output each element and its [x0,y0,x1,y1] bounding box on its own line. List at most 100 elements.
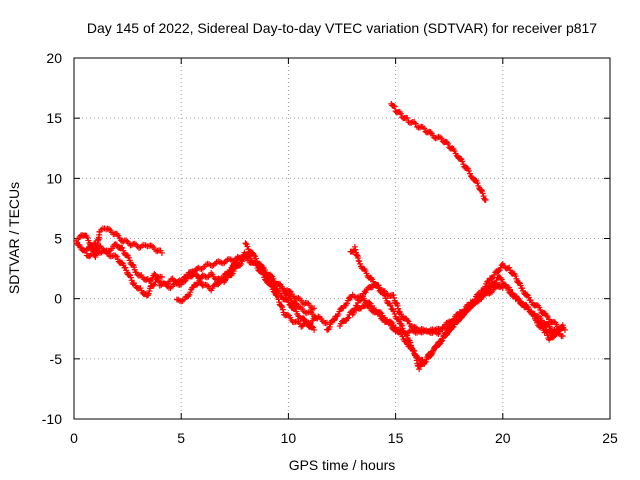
series-track-8 [253,260,318,333]
data-point [474,180,481,187]
data-point [407,339,414,346]
data-point [463,308,470,315]
data-point [345,314,352,321]
data-point [512,273,519,280]
data-point [308,323,315,330]
data-point [151,271,158,278]
chart-title: Day 145 of 2022, Sidereal Day-to-day VTE… [87,20,597,36]
y-tick-label: -5 [50,351,63,367]
data-point [459,158,466,165]
data-point [397,110,404,117]
data-point [344,315,351,322]
data-point [300,315,307,322]
data-point [260,268,267,275]
data-point [390,102,397,109]
data-point [215,281,222,288]
y-axis-label: SDTVAR / TECUs [6,182,22,294]
data-point [436,134,443,141]
data-point [244,243,251,250]
data-point [495,268,502,275]
data-point [131,264,138,271]
data-point [158,249,165,256]
data-point [279,306,286,313]
y-tick-label: 0 [54,291,62,307]
data-point [257,263,264,270]
x-tick-label: 20 [495,430,511,446]
data-point [364,302,371,309]
data-point [119,244,126,251]
data-point [125,254,132,261]
data-point [478,187,485,194]
data-point [122,264,129,271]
data-point [278,302,285,309]
data-point [429,349,436,356]
data-point [465,167,472,174]
data-point [427,352,434,359]
data-point [326,323,333,330]
series-track-14 [531,315,566,343]
data-point [391,311,398,318]
x-tick-label: 10 [281,430,297,446]
grid [74,58,610,419]
data-point [519,285,526,292]
axis-ticks: 0 5 10 15 20 25 -10 -5 0 5 10 15 20 [42,50,618,446]
data-point [147,278,154,285]
data-point [440,335,447,342]
y-tick-label: -10 [42,411,62,427]
data-point [421,125,428,132]
data-point [179,278,186,285]
y-tick-label: 10 [46,170,62,186]
data-point [357,260,364,267]
data-point [543,329,550,336]
data-point [331,316,338,323]
data-point [559,322,566,329]
data-point [127,274,134,281]
data-point [291,305,298,312]
data-point [408,342,415,349]
data-point [559,332,566,339]
data-point [543,312,550,319]
data-point [158,274,165,281]
data-point [487,289,494,296]
data-point [242,240,249,247]
data-point [148,242,155,249]
data-point [433,344,440,351]
x-tick-label: 15 [388,430,404,446]
data-point [190,268,197,275]
x-tick-label: 25 [602,430,618,446]
data-point [438,338,445,345]
data-point [286,288,293,295]
y-tick-label: 20 [46,50,62,66]
data-point [550,334,557,341]
data-point [106,225,113,232]
data-point [330,317,337,324]
data-point [472,177,479,184]
data-point [311,326,318,333]
data-point [276,280,283,287]
series-track-15 [388,100,489,203]
data-point [274,287,281,294]
data-point [150,282,157,289]
data-point [552,331,559,338]
data-point [509,289,516,296]
data-points [73,100,568,373]
series-track-1 [73,237,165,285]
data-point [482,196,489,203]
data-point [194,281,201,288]
series-track-9 [266,275,318,313]
data-point [247,255,254,262]
data-point [396,316,403,323]
data-point [84,234,91,241]
data-point [445,140,452,147]
data-point [323,319,330,326]
data-point [251,252,258,259]
series-track-3 [83,246,243,299]
data-point [146,288,153,295]
data-point [422,358,429,365]
data-point [489,275,496,282]
y-tick-label: 5 [54,231,62,247]
series-track-13 [349,282,566,340]
data-point [520,300,527,307]
